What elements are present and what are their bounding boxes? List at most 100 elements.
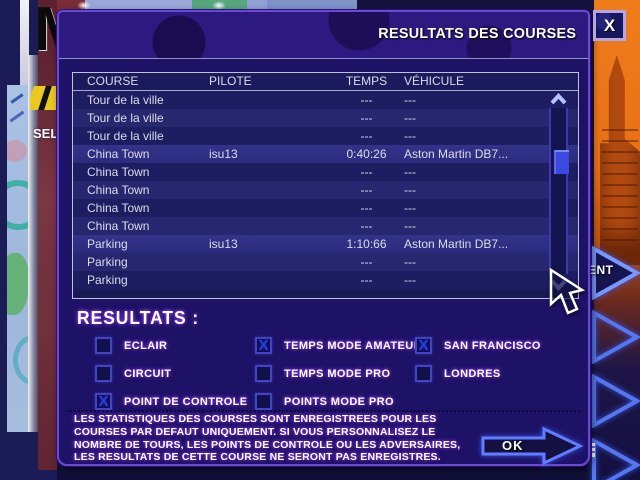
- checkbox[interactable]: X: [95, 393, 112, 410]
- cell-pilote: isu13: [209, 147, 238, 161]
- table-row[interactable]: Parking isu13 1:10:66 Aston Martin DB7..…: [73, 235, 578, 253]
- cell-course: China Town: [87, 147, 150, 161]
- checkbox[interactable]: [95, 365, 112, 382]
- cell-pilote: [209, 181, 329, 199]
- column-header-course: COURSE: [87, 74, 139, 88]
- results-table: COURSE PILOTE TEMPS VÉHICULE Tour de la …: [72, 72, 579, 299]
- table-row[interactable]: Parking --- ---: [73, 271, 578, 289]
- check-mark: X: [98, 393, 109, 410]
- cell-temps: ---: [360, 201, 373, 215]
- column-header-pilote: PILOTE: [209, 74, 252, 88]
- cell-course: Parking: [87, 237, 128, 251]
- cell-vehicule: ---: [404, 165, 416, 179]
- cell-pilote: [209, 253, 329, 271]
- checkbox-label: POINT DE CONTROLE: [124, 395, 248, 408]
- menu-arrow-icon[interactable]: [592, 374, 640, 428]
- checkbox-label: SAN FRANCISCO: [444, 339, 541, 352]
- cell-course: Tour de la ville: [87, 93, 164, 107]
- cell-temps: ---: [360, 129, 373, 143]
- cell-temps: ---: [360, 183, 373, 197]
- checkbox[interactable]: X: [415, 337, 432, 354]
- table-row[interactable]: Parking --- ---: [73, 253, 578, 271]
- menu-arrow-icon[interactable]: [592, 438, 640, 480]
- table-row[interactable]: China Town isu13 0:40:26 Aston Martin DB…: [73, 145, 578, 163]
- mouse-cursor: [549, 268, 586, 315]
- background-shape: [7, 253, 28, 315]
- checkbox-label: POINTS MODE PRO: [284, 395, 394, 408]
- scrollbar-track[interactable]: [549, 108, 569, 274]
- next-arrow-icon[interactable]: [592, 246, 640, 300]
- note-line: NOMBRE DE TOURS, LES POINTS DE CONTROLE …: [74, 438, 461, 451]
- background-right-panel: [594, 0, 640, 480]
- close-button[interactable]: X: [593, 10, 626, 41]
- next-button-label-fragment[interactable]: ENT: [588, 263, 614, 277]
- table-row[interactable]: China Town --- ---: [73, 181, 578, 199]
- checkbox[interactable]: X: [255, 337, 272, 354]
- cell-vehicule: ---: [404, 93, 416, 107]
- background-shape: [7, 140, 27, 162]
- checkbox-label: ECLAIR: [124, 339, 168, 352]
- table-row[interactable]: Tour de la ville --- ---: [73, 91, 578, 109]
- table-scrollbar[interactable]: [548, 91, 569, 293]
- cell-vehicule: ---: [404, 255, 416, 269]
- dialog-title: RESULTATS DES COURSES: [377, 25, 576, 42]
- cell-course: China Town: [87, 165, 150, 179]
- checkbox-item: X TEMPS MODE AMATEUR: [255, 337, 422, 354]
- scrollbar-thumb[interactable]: [554, 150, 569, 174]
- cell-course: China Town: [87, 183, 150, 197]
- table-body: Tour de la ville --- --- Tour de la vill…: [73, 91, 578, 289]
- table-header-row: COURSE PILOTE TEMPS VÉHICULE: [73, 73, 578, 91]
- note-text: LES STATISTIQUES DES COURSES SONT ENREGI…: [74, 413, 484, 464]
- cell-vehicule: ---: [404, 183, 416, 197]
- cell-course: Parking: [87, 273, 128, 287]
- checkbox-item: X POINT DE CONTROLE: [95, 393, 248, 410]
- checkbox-item: LONDRES: [415, 365, 501, 382]
- note-line: LES RESULTATS DE CETTE COURSE NE SERONT …: [74, 451, 441, 464]
- checkbox-label: LONDRES: [444, 367, 501, 380]
- table-row[interactable]: China Town --- ---: [73, 217, 578, 235]
- cell-temps: 0:40:26: [346, 147, 387, 161]
- cell-vehicule: Aston Martin DB7...: [404, 237, 509, 251]
- cell-pilote: [209, 109, 329, 127]
- cell-temps: ---: [360, 111, 373, 125]
- cell-pilote: [209, 199, 329, 217]
- cell-temps: ---: [360, 219, 373, 233]
- chevron-up-icon: [550, 93, 567, 105]
- cell-vehicule: ---: [404, 219, 416, 233]
- menu-arrow-icon[interactable]: [592, 310, 640, 364]
- column-header-temps: TEMPS: [345, 74, 388, 88]
- checkbox-item: CIRCUIT: [95, 365, 171, 382]
- cell-temps: 1:10:66: [346, 237, 387, 251]
- checkbox[interactable]: [95, 337, 112, 354]
- cell-pilote: [209, 163, 329, 181]
- table-row[interactable]: Tour de la ville --- ---: [73, 127, 578, 145]
- dialog-titlebar: RESULTATS DES COURSES: [59, 12, 588, 59]
- cell-temps: ---: [360, 255, 373, 269]
- race-results-dialog: RESULTATS DES COURSES COURSE PILOTE TEMP…: [57, 10, 590, 466]
- background-shape: [10, 93, 24, 104]
- cell-course: China Town: [87, 201, 150, 215]
- cell-course: Tour de la ville: [87, 111, 164, 125]
- checkbox[interactable]: [255, 393, 272, 410]
- background-glint: [212, 1, 226, 10]
- checkbox[interactable]: [415, 365, 432, 382]
- checkbox-item: POINTS MODE PRO: [255, 393, 394, 410]
- table-row[interactable]: Tour de la ville --- ---: [73, 109, 578, 127]
- cell-vehicule: ---: [404, 111, 416, 125]
- table-row[interactable]: China Town --- ---: [73, 163, 578, 181]
- checkbox-label: CIRCUIT: [124, 367, 172, 380]
- cell-pilote: [209, 271, 329, 289]
- game-logo-fragment: M: [30, 0, 57, 114]
- ok-button[interactable]: OK: [480, 426, 584, 466]
- cell-vehicule: ---: [404, 129, 416, 143]
- cell-vehicule: Aston Martin DB7...: [404, 147, 509, 161]
- scroll-up-button[interactable]: [548, 91, 569, 107]
- check-mark: X: [258, 337, 269, 354]
- background-bottom-strip: [57, 466, 594, 480]
- cell-course: Parking: [87, 255, 128, 269]
- cell-course: Tour de la ville: [87, 129, 164, 143]
- checkbox[interactable]: [255, 365, 272, 382]
- background-shape: [9, 110, 25, 123]
- table-row[interactable]: China Town --- ---: [73, 199, 578, 217]
